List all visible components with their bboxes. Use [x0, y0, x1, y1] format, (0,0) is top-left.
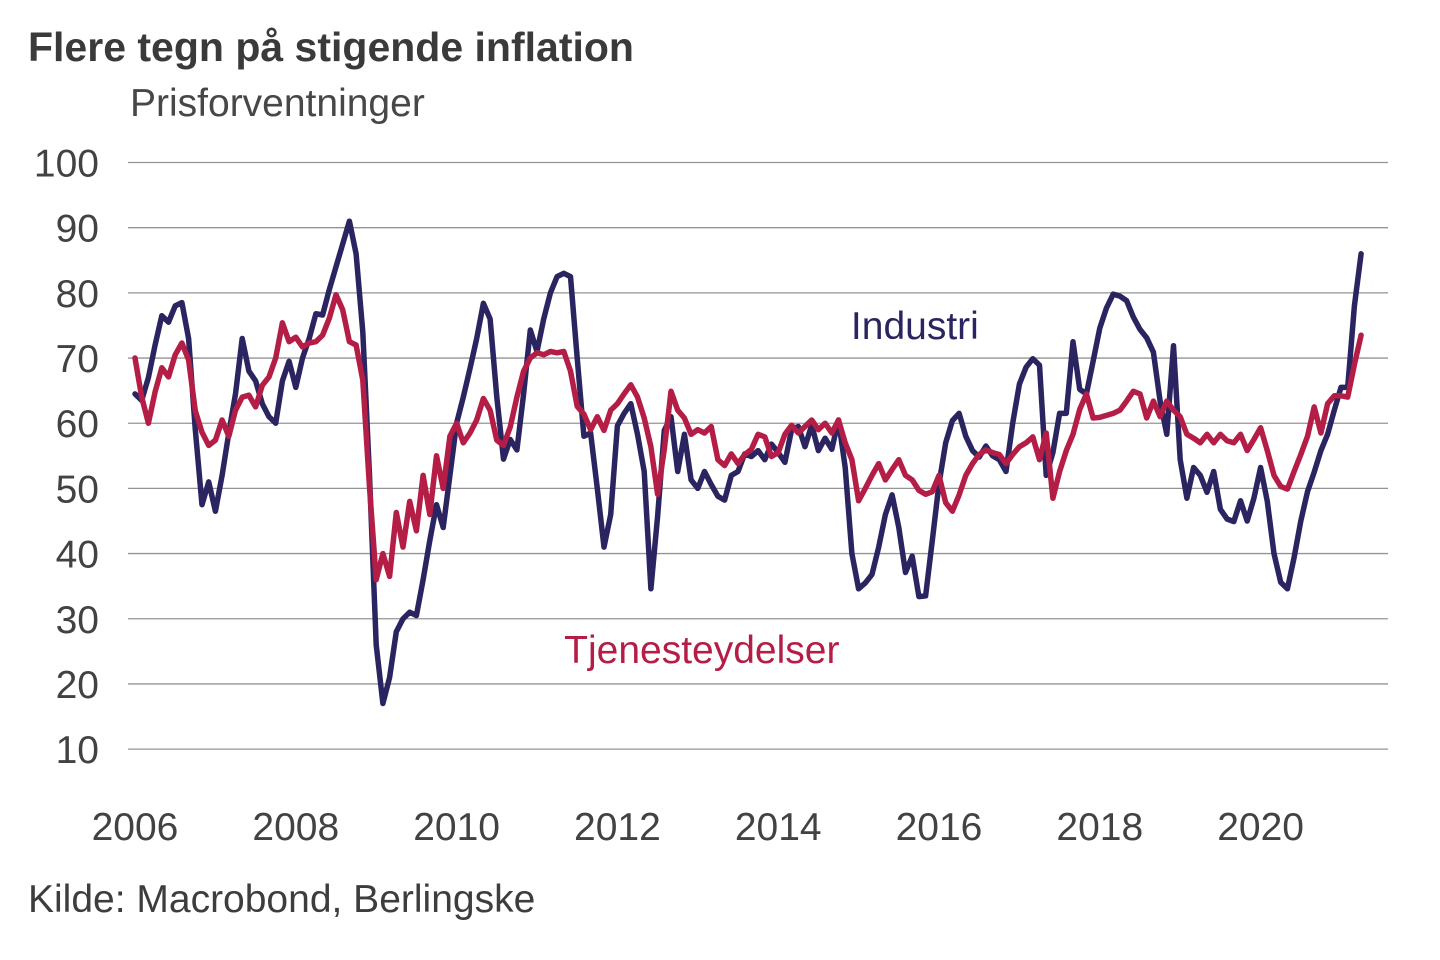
source-note: Kilde: Macrobond, Berlingske [28, 878, 536, 921]
y-tick-label: 10 [56, 729, 99, 772]
x-tick-label: 2018 [1056, 806, 1143, 849]
y-tick-label: 80 [56, 273, 99, 316]
x-tick-label: 2010 [413, 806, 500, 849]
chart-title: Flere tegn på stigende inflation [28, 24, 634, 70]
y-tick-label: 70 [56, 338, 99, 381]
x-tick-label: 2016 [896, 806, 983, 849]
series-label-industri: Industri [850, 304, 979, 348]
y-tick-label: 40 [56, 534, 99, 577]
y-tick-label: 50 [56, 468, 99, 511]
y-tick-label: 20 [56, 664, 99, 707]
x-tick-label: 2014 [735, 806, 822, 849]
tjenesteydelser-line [132, 292, 1364, 583]
x-tick-label: 2008 [252, 806, 339, 849]
y-tick-label: 30 [56, 599, 99, 642]
y-tick-label: 90 [56, 208, 99, 251]
y-tick-label: 100 [34, 143, 99, 186]
y-tick-label: 60 [56, 403, 99, 446]
series-label-tjenesteydelser: Tjenesteydelser [564, 628, 840, 672]
x-tick-label: 2006 [92, 806, 179, 849]
chart-subtitle: Prisforventninger [130, 82, 425, 125]
x-tick-label: 2020 [1217, 806, 1304, 849]
x-tick-label: 2012 [574, 806, 661, 849]
